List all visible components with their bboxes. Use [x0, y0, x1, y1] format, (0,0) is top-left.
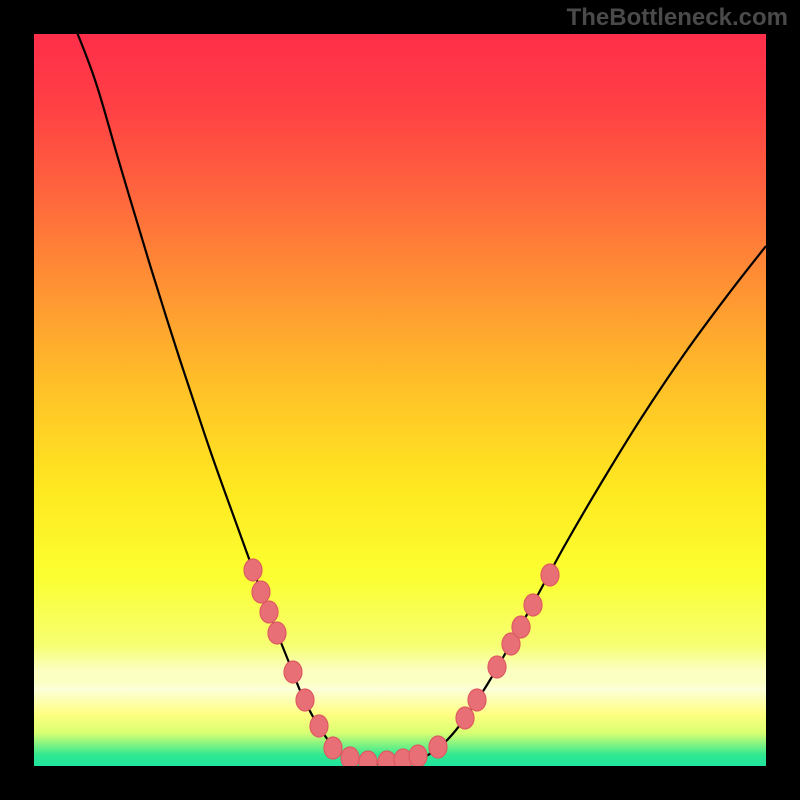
curve-marker: [341, 747, 359, 769]
watermark-text: TheBottleneck.com: [567, 6, 788, 30]
bottleneck-curve-plot: [0, 0, 800, 800]
curve-marker: [310, 715, 328, 737]
gradient-background: [34, 34, 766, 766]
curve-marker: [512, 616, 530, 638]
curve-marker: [429, 736, 447, 758]
curve-marker: [468, 689, 486, 711]
curve-marker: [296, 689, 314, 711]
curve-marker: [488, 656, 506, 678]
curve-marker: [244, 559, 262, 581]
curve-marker: [284, 661, 302, 683]
curve-marker: [359, 751, 377, 773]
curve-marker: [524, 594, 542, 616]
curve-marker: [456, 707, 474, 729]
curve-marker: [260, 601, 278, 623]
curve-marker: [268, 622, 286, 644]
curve-marker: [252, 581, 270, 603]
curve-marker: [324, 737, 342, 759]
curve-marker: [541, 564, 559, 586]
curve-marker: [378, 751, 396, 773]
curve-marker: [409, 745, 427, 767]
